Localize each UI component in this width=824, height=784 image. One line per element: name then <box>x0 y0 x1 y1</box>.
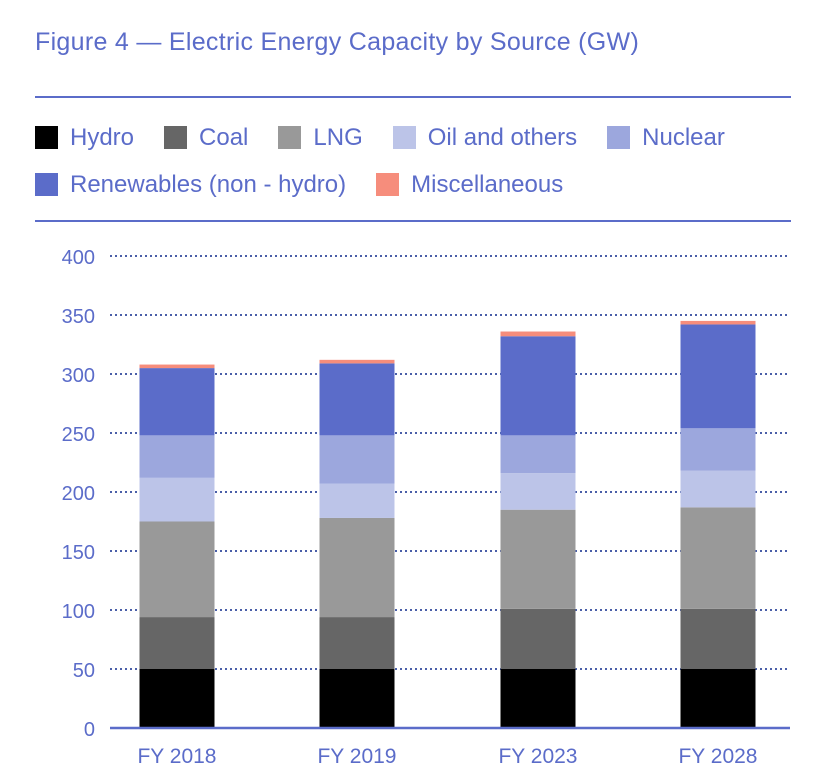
legend-label: Nuclear <box>642 123 725 151</box>
bar-segment <box>139 521 215 618</box>
bar-segment <box>139 477 215 522</box>
bar-segment <box>500 509 576 609</box>
bar-segment <box>319 359 395 364</box>
legend-item: Oil and others <box>392 120 578 155</box>
bar-segment <box>139 435 215 478</box>
legend-label: LNG <box>313 123 363 151</box>
bar-segment <box>500 336 576 436</box>
legend-divider <box>35 220 791 222</box>
y-tick-label: 50 <box>73 660 95 682</box>
y-tick-label: 250 <box>62 424 95 446</box>
legend-item: Nuclear <box>607 120 725 155</box>
y-tick-label: 400 <box>62 247 95 269</box>
bar-segment <box>500 435 576 474</box>
legend-item: Hydro <box>35 120 134 155</box>
legend-item: LNG <box>278 120 363 155</box>
bar-segment <box>680 470 756 508</box>
bar-segment <box>500 331 576 337</box>
legend: Hydro Coal LNG Oil and others Nuclear Renewab… <box>35 120 795 202</box>
legend-label: Hydro <box>70 123 135 151</box>
bar-segment <box>680 669 756 728</box>
legend-item: Miscellaneous <box>376 167 563 202</box>
bar-segment <box>680 608 756 669</box>
y-tick-label: 350 <box>62 306 95 328</box>
bar-segment <box>319 617 395 669</box>
x-tick-label: FY 2019 <box>317 745 396 768</box>
bar-segment <box>139 617 215 669</box>
bar-segment <box>139 669 215 728</box>
legend-label: Oil and others <box>427 123 578 151</box>
legend-item: Renewables (non - hydro) <box>35 167 346 202</box>
x-tick-label: FY 2028 <box>678 745 757 768</box>
legend-swatch <box>278 126 302 149</box>
legend-label: Miscellaneous <box>411 170 564 198</box>
title-divider <box>35 96 791 98</box>
y-tick-label: 100 <box>62 601 95 623</box>
bar-segment <box>680 428 756 471</box>
legend-label: Coal <box>199 123 249 151</box>
bar-segment <box>319 517 395 618</box>
bar-segment <box>680 324 756 429</box>
y-tick-label: 200 <box>62 483 95 505</box>
bar-segment <box>319 435 395 484</box>
x-tick-label: FY 2023 <box>498 745 577 768</box>
bar-segment <box>139 368 215 436</box>
legend-swatch <box>35 126 58 149</box>
bar-segment <box>500 669 576 728</box>
bar-segment <box>500 608 576 669</box>
bar-segment <box>139 364 215 369</box>
bar-segment <box>319 483 395 518</box>
legend-item: Coal <box>164 120 248 155</box>
bar-segment <box>680 320 756 325</box>
x-tick-label: FY 2018 <box>137 745 216 768</box>
bar-segment <box>680 507 756 609</box>
legend-swatch <box>376 173 400 196</box>
legend-label: Renewables (non - hydro) <box>70 170 347 198</box>
y-tick-label: 300 <box>62 365 95 387</box>
legend-swatch <box>164 126 188 149</box>
y-tick-label: 0 <box>84 719 95 741</box>
y-tick-label: 150 <box>62 542 95 564</box>
chart-title: Figure 4 — Electric Energy Capacity by S… <box>35 28 640 56</box>
bar-segment <box>319 363 395 436</box>
bar-segment <box>319 669 395 728</box>
legend-swatch <box>392 126 416 149</box>
legend-swatch <box>607 126 631 149</box>
legend-swatch <box>35 173 58 196</box>
bar-segment <box>500 473 576 510</box>
